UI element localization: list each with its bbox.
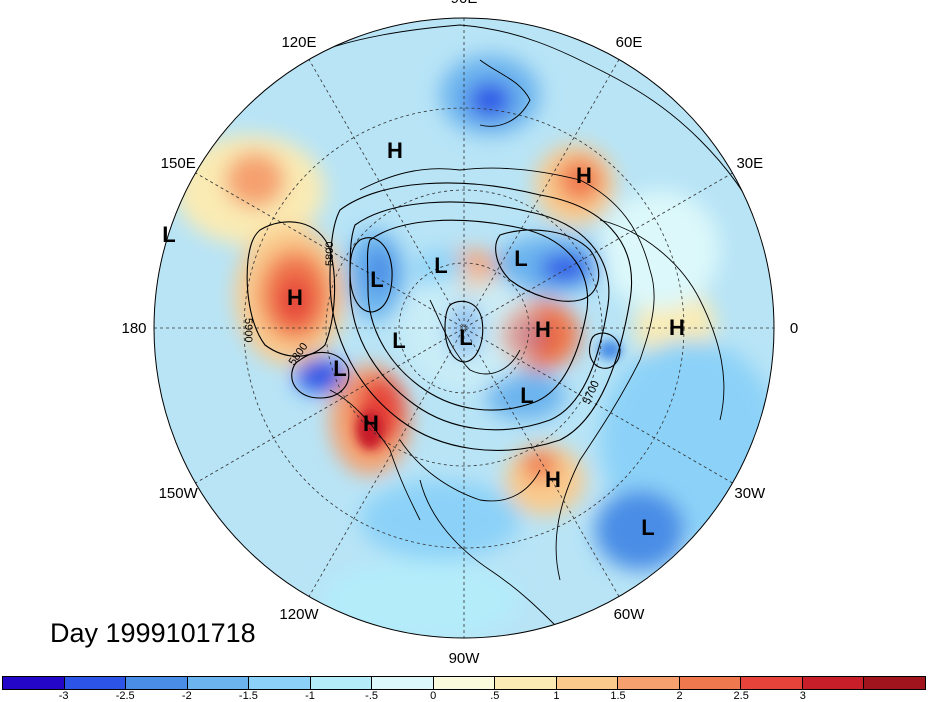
longitude-label: 90E — [451, 0, 478, 7]
longitude-label: 120W — [279, 606, 319, 623]
longitude-label: 0 — [790, 320, 798, 337]
longitude-label: 60W — [614, 606, 646, 623]
day-label: Day 1999101718 — [50, 618, 256, 648]
low-pressure-marker: L — [162, 222, 175, 247]
coastlines — [299, 24, 774, 631]
low-pressure-marker: L — [459, 325, 472, 350]
longitude-label: 60E — [616, 34, 643, 51]
colorbar-box — [310, 677, 373, 689]
low-pressure-marker: L — [641, 515, 654, 540]
longitude-label: 30E — [736, 155, 763, 172]
colorbar-box — [249, 677, 311, 689]
colorbar-box — [433, 677, 496, 689]
colorbar-box — [372, 677, 434, 689]
colorbar-tick-label: .5 — [490, 690, 500, 702]
colorbar-tick-label: -3 — [58, 690, 69, 702]
graticule — [154, 18, 774, 638]
colorbar-box — [864, 677, 925, 689]
colorbar-box — [741, 677, 803, 689]
contour-label: 5800 — [324, 242, 336, 266]
anomaly-field — [154, 18, 774, 638]
height-contours — [246, 182, 632, 451]
longitude-label: 30W — [734, 485, 766, 502]
longitude-label: 120E — [281, 34, 316, 51]
contour-label: 5900 — [242, 318, 254, 342]
colorbar-tick-label: -2 — [181, 690, 192, 702]
colorbar-tick-label: 1 — [553, 690, 560, 702]
high-pressure-marker: H — [363, 411, 379, 436]
colorbar-tick-label: 3 — [799, 690, 806, 702]
pressure-center-labels: H H L H L L L L L H H L H L H L — [162, 138, 685, 540]
colorbar — [2, 676, 926, 690]
colorbar-box — [495, 677, 557, 689]
high-pressure-marker: H — [545, 467, 561, 492]
colorbar-tick-label: -2.5 — [115, 690, 135, 702]
colorbar-tick-label: -1 — [305, 690, 315, 702]
longitude-label: 90W — [449, 650, 481, 667]
colorbar-box — [618, 677, 680, 689]
colorbar-tick-label: 2 — [676, 690, 683, 702]
low-pressure-marker: L — [434, 253, 447, 278]
longitude-label: 150W — [159, 485, 199, 502]
colorbar-box — [187, 677, 250, 689]
longitude-label: 180 — [121, 320, 146, 337]
low-pressure-marker: L — [370, 267, 383, 292]
low-pressure-marker: L — [392, 328, 405, 353]
colorbar-box — [679, 677, 742, 689]
colorbar-tick-label: 2.5 — [733, 690, 749, 702]
high-pressure-marker: H — [669, 315, 685, 340]
colorbar-tick-label: 0 — [430, 690, 437, 702]
map-border — [153, 17, 775, 639]
colorbar-box — [3, 677, 65, 689]
low-pressure-marker: L — [333, 356, 346, 381]
longitude-label: 150E — [161, 155, 196, 172]
high-pressure-marker: H — [287, 285, 303, 310]
high-pressure-marker: H — [576, 163, 592, 188]
colorbar-tick-label: -.5 — [365, 690, 379, 702]
high-pressure-marker: H — [387, 138, 403, 163]
colorbar-box — [64, 677, 127, 689]
high-pressure-marker: H — [535, 317, 551, 342]
colorbar-box — [556, 677, 619, 689]
longitude-labels: 90E 60E 30E 0 30W 60W 90W 120W 150W 180 150E 120E — [121, 0, 798, 667]
colorbar-box — [126, 677, 188, 689]
colorbar-box — [802, 677, 865, 689]
colorbar-tick-label: -1.5 — [238, 690, 258, 702]
low-pressure-marker: L — [520, 383, 533, 408]
colorbar-tick-label: 1.5 — [610, 690, 626, 702]
colorbar-ticks: -3 -2.5 -2 -1.5 -1 -.5 0 .5 1 1.5 2 2.5 3 — [2, 690, 926, 702]
low-pressure-marker: L — [514, 246, 527, 271]
